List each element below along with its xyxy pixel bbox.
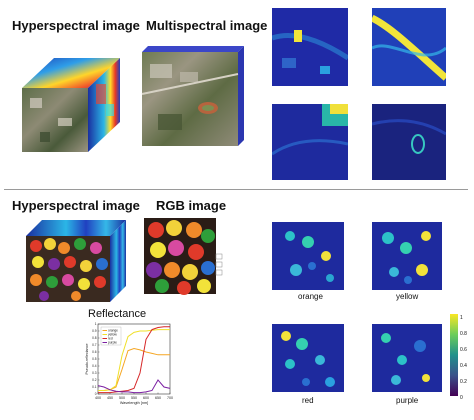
band-image-2: [372, 8, 446, 86]
rgb-title: RGB image: [156, 198, 227, 213]
heatmap-label-orange: orange: [298, 292, 323, 301]
colorbar: [450, 314, 458, 396]
reflectance-title: Reflectance: [88, 308, 147, 320]
band-image-4: [372, 104, 446, 180]
y-tick-label: 0.1: [92, 385, 97, 389]
y-tick-label: 0.5: [92, 357, 97, 361]
x-tick-label: 400: [95, 396, 101, 400]
y-tick-label: 0.6: [92, 350, 97, 354]
top-hyperspectral-title: Hyperspectral image: [12, 18, 140, 33]
rgb-image: [144, 218, 223, 295]
y-tick-label: 0.2: [92, 378, 97, 382]
heatmap-yellow: [372, 222, 442, 290]
legend-label-red: red: [108, 337, 113, 341]
y-tick-label: 0.7: [92, 343, 97, 347]
y-tick-label: 0.9: [92, 329, 97, 333]
heatmap-label-red: red: [302, 396, 314, 405]
x-tick-label: 550: [131, 396, 137, 400]
series-line-purple: [97, 379, 171, 394]
x-tick-label: 500: [119, 396, 125, 400]
y-tick-label: 1: [95, 322, 97, 326]
x-tick-label: 450: [107, 396, 113, 400]
legend-label-yellow: yellow: [108, 333, 118, 337]
heatmap-label-purple: purple: [396, 396, 419, 405]
section-divider: [4, 189, 468, 190]
colorbar-tick: 0.6: [460, 347, 467, 353]
bottom-hyperspectral-cube: [26, 220, 126, 302]
band-image-3: [272, 104, 348, 180]
x-axis-label: Wavelength [nm]: [120, 401, 148, 405]
heatmap-red: [272, 324, 344, 392]
colorbar-tick: 0.8: [460, 331, 467, 337]
legend-label-orange: orange: [108, 329, 118, 333]
y-tick-label: 0: [95, 392, 97, 396]
x-tick-label: 600: [143, 396, 149, 400]
series-line-red: [98, 326, 170, 394]
heatmap-orange: [272, 222, 344, 290]
legend-box: [100, 326, 122, 346]
colorbar-tick: 0.2: [460, 379, 467, 385]
multispectral-cube: [141, 46, 244, 146]
colorbar-tick: 0: [460, 395, 463, 401]
colorbar-tick: 0.4: [460, 363, 467, 369]
colorbar-tick: 1: [460, 315, 463, 321]
x-tick-label: 700: [167, 396, 173, 400]
band-image-1: [272, 8, 348, 86]
top-multispectral-title: Multispectral image: [146, 18, 268, 33]
y-tick-label: 0.4: [92, 364, 97, 368]
heatmap-purple: [372, 324, 442, 392]
reflectance-chart: 400 450 500 550 600 650 700 0 0.1 0.2 0.3 0.4 0.5 0.6…: [85, 322, 173, 405]
x-tick-label: 650: [155, 396, 161, 400]
top-hyperspectral-cube: [22, 58, 120, 152]
y-tick-label: 0.8: [92, 336, 97, 340]
y-axis-label: Pseudo-reflectance: [85, 344, 89, 375]
legend-label-purple: purple: [108, 341, 117, 345]
colorbar-ticks: 1 0.8 0.6 0.4 0.2 0: [460, 310, 467, 406]
heatmap-label-yellow: yellow: [396, 292, 419, 301]
y-tick-label: 0.3: [92, 371, 97, 375]
bottom-hyperspectral-title: Hyperspectral image: [12, 198, 140, 213]
